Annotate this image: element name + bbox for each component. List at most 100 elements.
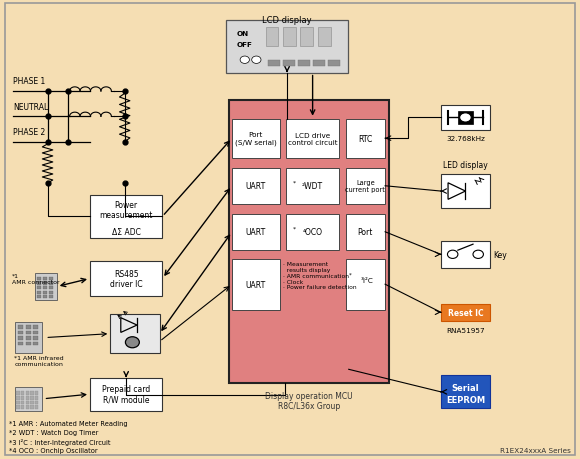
Bar — [18, 331, 23, 335]
Bar — [232, 259, 280, 310]
Bar — [266, 28, 278, 47]
Bar — [283, 28, 296, 47]
Bar — [21, 396, 24, 400]
Text: Port
(S/W serial): Port (S/W serial) — [235, 132, 277, 146]
Text: · Measurement
  results display
· AMR communication
· Clock
· Power failure dete: · Measurement results display · AMR comm… — [283, 262, 357, 290]
Bar — [441, 375, 490, 409]
Text: *3 I²C : Inter-Integrated Circuit: *3 I²C : Inter-Integrated Circuit — [9, 438, 110, 445]
Bar — [90, 262, 162, 296]
Text: LCD drive
control circuit: LCD drive control circuit — [288, 132, 338, 146]
Bar — [229, 101, 389, 383]
Bar — [110, 314, 160, 353]
Bar — [26, 325, 31, 329]
Bar — [21, 392, 24, 395]
Bar — [21, 401, 24, 404]
Text: *1 AMR : Automated Meter Reading: *1 AMR : Automated Meter Reading — [9, 420, 128, 426]
Bar — [43, 277, 47, 280]
Bar — [318, 28, 331, 47]
Bar — [30, 401, 34, 404]
Text: Power
measurement: Power measurement — [99, 200, 153, 220]
Text: R1EX24xxxA Series: R1EX24xxxA Series — [501, 448, 571, 453]
Bar — [232, 168, 280, 204]
Bar — [33, 336, 38, 340]
Text: UART: UART — [246, 182, 266, 191]
Text: UART: UART — [246, 280, 266, 289]
Text: PHASE 1: PHASE 1 — [13, 77, 45, 86]
Circle shape — [448, 251, 458, 259]
Text: LED display: LED display — [443, 161, 488, 170]
Bar — [90, 195, 162, 239]
Bar — [49, 277, 53, 280]
Bar — [313, 61, 325, 67]
Bar — [232, 119, 280, 158]
Text: ON: ON — [237, 31, 249, 38]
Bar — [33, 331, 38, 335]
Bar — [286, 168, 339, 204]
Bar — [16, 396, 20, 400]
Bar — [35, 405, 38, 409]
Bar — [458, 112, 473, 125]
Bar — [26, 405, 29, 409]
Text: RNA51957: RNA51957 — [446, 327, 485, 333]
Text: *: * — [293, 226, 296, 231]
Bar — [16, 392, 20, 395]
Bar — [300, 28, 313, 47]
Bar — [37, 296, 41, 299]
Bar — [346, 168, 385, 204]
Bar — [35, 396, 38, 400]
Bar — [37, 286, 41, 290]
Text: UART: UART — [246, 228, 266, 237]
Bar — [18, 325, 23, 329]
Bar — [49, 282, 53, 285]
Bar — [49, 296, 53, 299]
Bar — [328, 61, 340, 67]
Bar — [37, 282, 41, 285]
Bar — [16, 405, 20, 409]
Text: RTC: RTC — [358, 134, 372, 143]
Text: RS485
driver IC: RS485 driver IC — [110, 269, 143, 289]
Bar — [14, 387, 42, 411]
Text: OFF: OFF — [237, 42, 252, 48]
Text: *1
AMR connector: *1 AMR connector — [12, 273, 59, 284]
Bar — [286, 119, 339, 158]
Text: ³I²C: ³I²C — [361, 277, 374, 283]
Text: Display operation MCU: Display operation MCU — [265, 392, 353, 401]
Bar — [26, 392, 29, 395]
Bar — [33, 325, 38, 329]
Text: *: * — [349, 272, 352, 277]
Bar — [21, 405, 24, 409]
Text: ΔΣ ADC: ΔΣ ADC — [112, 228, 140, 237]
Text: NEUTRAL: NEUTRAL — [13, 102, 48, 112]
Bar — [30, 392, 34, 395]
Bar — [43, 291, 47, 294]
Text: ²WDT: ²WDT — [302, 182, 323, 191]
Text: *1 AMR infrared
communication: *1 AMR infrared communication — [14, 356, 64, 366]
Text: 32.768kHz: 32.768kHz — [446, 135, 485, 141]
Bar — [226, 21, 348, 73]
Bar — [49, 286, 53, 290]
Bar — [18, 342, 23, 346]
Circle shape — [240, 57, 249, 64]
Circle shape — [473, 251, 484, 259]
Bar — [441, 174, 490, 209]
Bar — [14, 322, 42, 353]
Bar — [35, 392, 38, 395]
Bar — [268, 61, 280, 67]
Bar — [16, 401, 20, 404]
Bar — [35, 401, 38, 404]
Bar — [43, 286, 47, 290]
Bar — [90, 378, 162, 411]
Bar — [26, 331, 31, 335]
Text: LCD display: LCD display — [262, 16, 312, 25]
Text: Key: Key — [493, 250, 507, 259]
Bar — [346, 259, 385, 310]
Bar — [18, 336, 23, 340]
Text: *4 OCO : Onchip Oscillator: *4 OCO : Onchip Oscillator — [9, 448, 97, 453]
Text: Reset IC: Reset IC — [448, 308, 483, 317]
Circle shape — [252, 57, 261, 64]
Bar — [441, 304, 490, 321]
Text: *2 WDT : Watch Dog Timer: *2 WDT : Watch Dog Timer — [9, 429, 98, 435]
Bar — [26, 396, 29, 400]
Bar — [26, 401, 29, 404]
Text: Port: Port — [358, 228, 373, 237]
